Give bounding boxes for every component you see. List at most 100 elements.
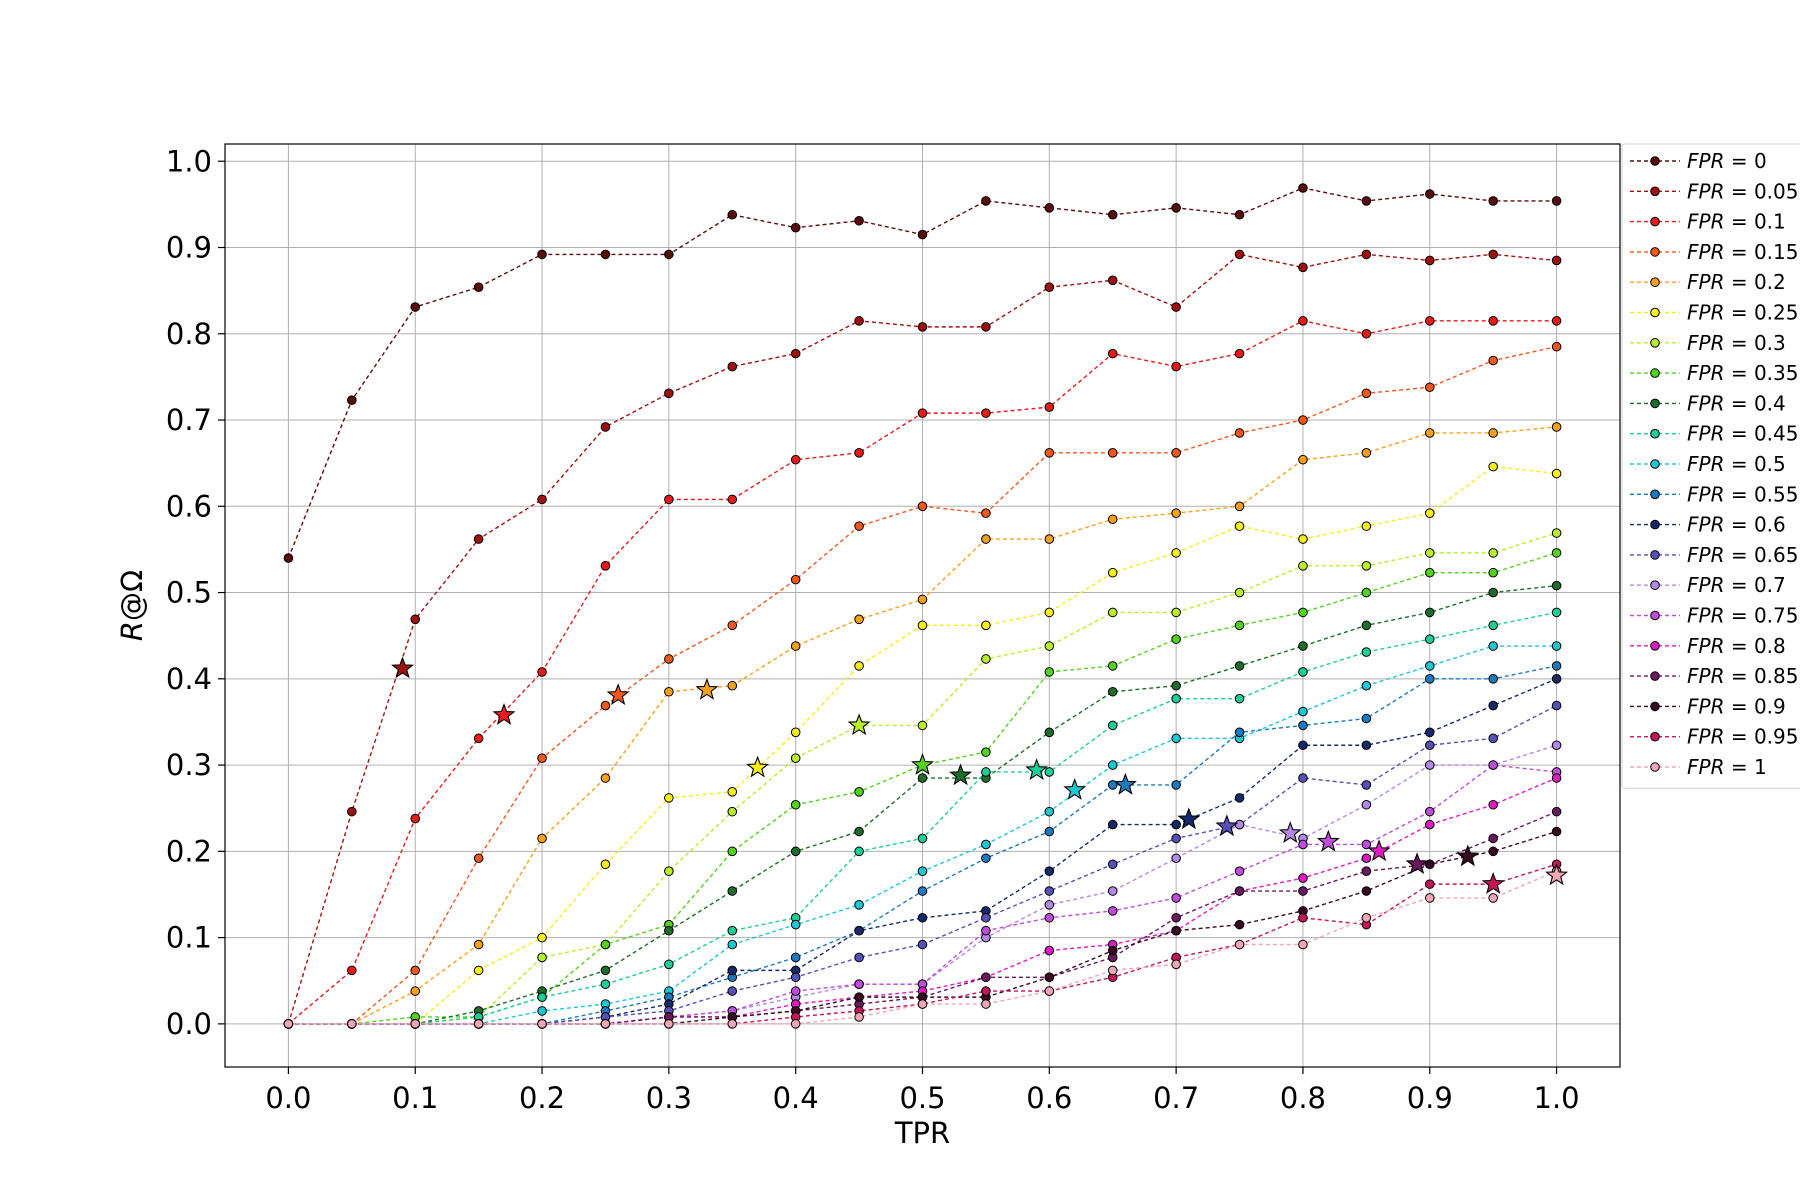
x-tick-label: 0.7 (1153, 1081, 1199, 1115)
data-point (1551, 661, 1562, 671)
data-point (1361, 620, 1372, 631)
data-point (1044, 886, 1055, 896)
y-tick-label: 0.3 (166, 748, 212, 782)
data-point (727, 965, 738, 976)
legend-marker (1650, 428, 1660, 439)
data-point (1044, 448, 1055, 458)
data-point (1044, 282, 1055, 292)
data-point (600, 1019, 611, 1029)
data-point (1298, 667, 1308, 677)
data-point (790, 222, 801, 233)
data-point (790, 574, 801, 585)
y-tick-label: 0.5 (166, 576, 212, 610)
data-point (1234, 620, 1245, 631)
data-point (981, 620, 991, 631)
x-tick-label: 0.2 (519, 1081, 565, 1115)
data-point (854, 846, 864, 857)
data-point (1424, 740, 1435, 751)
data-point (727, 787, 738, 797)
data-point (1234, 886, 1245, 896)
data-point (727, 209, 738, 220)
star-marker (1025, 758, 1049, 781)
legend-entry: FPR = 0.9 (1687, 694, 1786, 718)
data-point (537, 753, 547, 763)
data-point (1424, 760, 1435, 770)
data-point (1107, 886, 1118, 896)
data-point (1044, 203, 1055, 213)
data-point (1424, 508, 1435, 519)
data-point (727, 494, 738, 505)
data-point (1551, 773, 1562, 783)
data-point (473, 282, 484, 292)
data-point (1171, 548, 1181, 558)
data-point (1107, 819, 1118, 830)
data-point (981, 747, 991, 757)
data-point (664, 249, 674, 260)
data-point (1298, 720, 1308, 731)
legend-entry: FPR = 0.6 (1687, 513, 1786, 537)
data-point (1171, 448, 1181, 458)
data-point (1424, 806, 1435, 817)
legend-entry: FPR = 0.65 (1687, 543, 1798, 567)
y-tick-label: 1.0 (166, 144, 212, 178)
data-point (854, 992, 864, 1002)
data-point (727, 361, 738, 372)
data-point (1234, 819, 1245, 830)
data-point (917, 408, 928, 418)
data-point (790, 986, 801, 996)
data-point (473, 534, 484, 544)
data-point (1044, 767, 1055, 777)
data-point (1171, 607, 1181, 618)
data-point (1488, 833, 1498, 844)
data-point (1361, 448, 1372, 458)
legend-marker (1650, 186, 1660, 197)
data-point (1424, 879, 1435, 889)
data-point (664, 866, 674, 876)
data-point (1361, 780, 1372, 790)
x-tick-label: 0.8 (1280, 1081, 1326, 1115)
y-tick-label: 0.7 (166, 403, 212, 437)
data-point (1171, 819, 1181, 830)
data-point (1298, 262, 1308, 273)
data-point (981, 767, 991, 777)
star-marker (1278, 821, 1302, 844)
data-point (1298, 939, 1308, 950)
data-point (1298, 641, 1308, 651)
legend-entry: FPR = 0.4 (1687, 391, 1786, 415)
data-point (1107, 965, 1118, 976)
data-point (854, 900, 864, 910)
data-point (1044, 945, 1055, 956)
data-point (1107, 348, 1118, 359)
legend-marker (1650, 701, 1660, 712)
star-marker (492, 702, 516, 725)
data-point (1361, 587, 1372, 598)
data-point (1424, 189, 1435, 199)
data-point (1044, 806, 1055, 817)
star-marker (1215, 814, 1239, 837)
data-point (1107, 607, 1118, 618)
data-point (473, 965, 484, 976)
data-point (1361, 521, 1372, 531)
star-marker (1456, 844, 1480, 867)
data-point (600, 773, 611, 783)
data-point (664, 1019, 674, 1029)
data-point (1488, 893, 1498, 903)
data-point (854, 316, 864, 326)
data-point (1298, 912, 1308, 923)
data-point (981, 534, 991, 544)
data-point (1488, 428, 1498, 438)
data-point (473, 853, 484, 864)
data-point (917, 833, 928, 844)
data-point (854, 979, 864, 989)
data-point (1298, 454, 1308, 465)
data-point (981, 986, 991, 996)
legend-entry: FPR = 0.15 (1687, 240, 1798, 264)
data-point (1234, 866, 1245, 876)
data-point (1171, 780, 1181, 790)
data-point (981, 925, 991, 936)
data-point (981, 853, 991, 864)
data-point (1424, 428, 1435, 438)
data-point (1551, 580, 1562, 591)
x-tick-label: 1.0 (1534, 1081, 1580, 1115)
data-point (1551, 607, 1562, 618)
